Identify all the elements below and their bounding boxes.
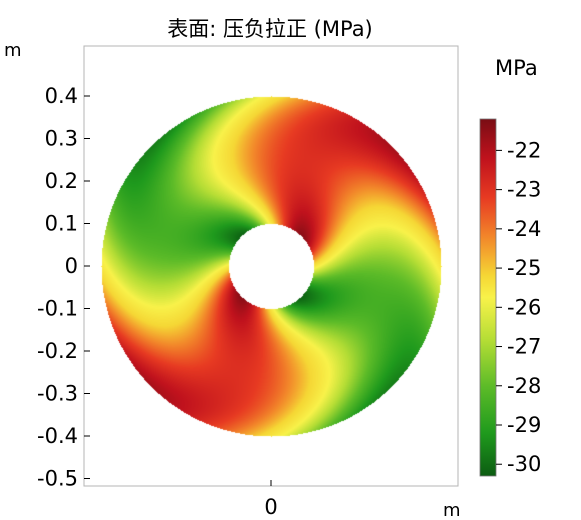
- y-tick-label: 0.4: [45, 84, 78, 108]
- colorbar-tick-label: -25: [507, 256, 541, 280]
- y-tick-label: -0.2: [37, 339, 78, 363]
- y-axis-ticks: 0.4 0.3 0.2 0.1 0 -0.1 -0.2 -0.3 -0.4 -0.5: [37, 84, 90, 491]
- colorbar-tick-label: -22: [507, 138, 541, 162]
- x-axis-ticks: 0: [264, 480, 278, 519]
- x-tick-label: 0: [264, 495, 277, 519]
- y-axis-unit: m: [4, 40, 22, 61]
- colorbar-ticks: -22 -23 -24 -25 -26 -27 -28 -29 -30: [496, 138, 541, 476]
- y-tick-label: -0.4: [37, 424, 78, 448]
- colorbar-tick-label: -27: [507, 335, 541, 359]
- y-tick-label: -0.3: [37, 382, 78, 406]
- colorbar-tick-label: -30: [507, 452, 541, 476]
- y-tick-label: 0.3: [45, 127, 78, 151]
- y-tick-label: 0.1: [45, 212, 78, 236]
- colorbar-tick-label: -28: [507, 374, 541, 398]
- chart-title: 表面: 压负拉正 (MPa): [167, 17, 373, 41]
- y-tick-label: 0.2: [45, 169, 78, 193]
- colorbar-tick-label: -29: [507, 413, 541, 437]
- colorbar-tick-label: -24: [507, 217, 541, 241]
- colorbar-unit: MPa: [495, 56, 538, 80]
- colorbar-tick-label: -26: [507, 295, 541, 319]
- y-tick-label: 0: [65, 254, 78, 278]
- y-tick-label: -0.5: [37, 467, 78, 491]
- stress-field-image: [84, 46, 458, 486]
- y-tick-label: -0.1: [37, 297, 78, 321]
- x-axis-unit: m: [443, 500, 461, 520]
- colorbar-tick-label: -23: [507, 178, 541, 202]
- colorbar: [479, 118, 497, 477]
